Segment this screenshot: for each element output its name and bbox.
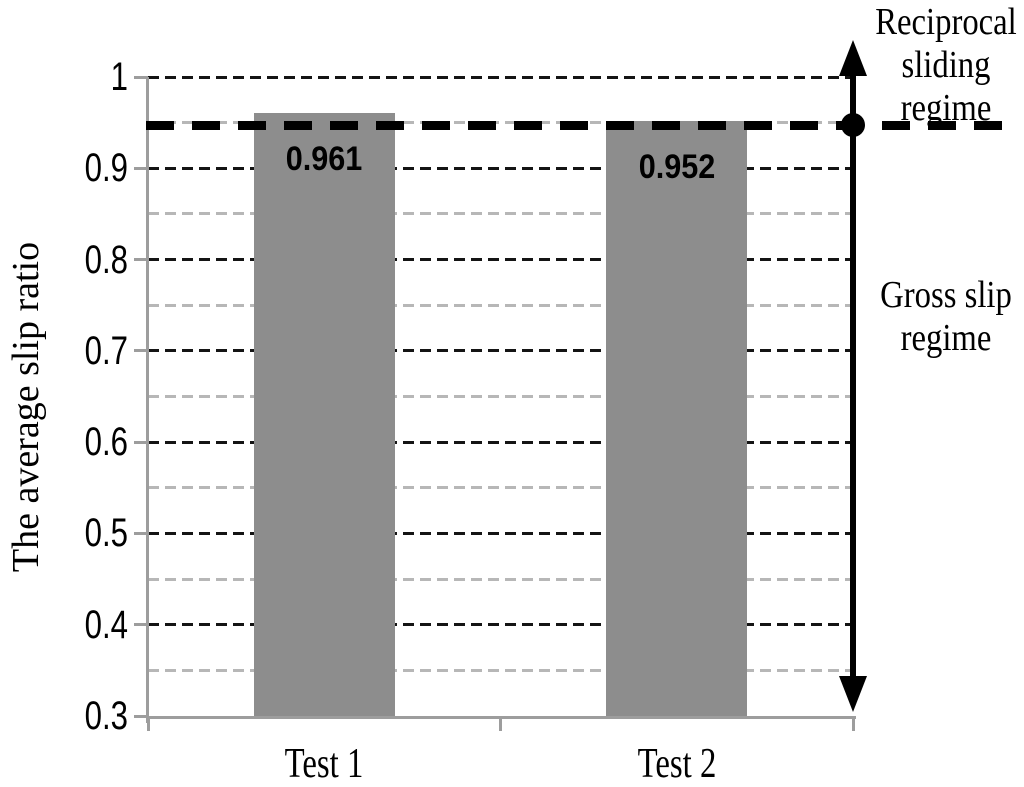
y-tick-label: 1: [110, 55, 128, 99]
threshold-dot-icon: [841, 113, 865, 137]
major-gridline: [148, 623, 851, 627]
y-tick-label: 0.9: [84, 146, 128, 191]
y-tick-label: 0.5: [84, 511, 128, 556]
regime-range-arrow: [850, 58, 856, 692]
y-tick-label: 0.7: [84, 328, 128, 373]
minor-gridline: [148, 212, 851, 216]
y-axis-tick: [134, 440, 148, 444]
y-axis-tick: [134, 531, 148, 535]
minor-gridline: [148, 577, 851, 581]
major-gridline: [148, 349, 851, 353]
x-axis-tick: [146, 716, 150, 731]
y-axis-tick: [134, 75, 148, 79]
y-axis-tick: [134, 166, 148, 170]
y-tick-label: 0.8: [84, 237, 128, 282]
minor-gridline: [148, 395, 851, 398]
bar-test-1: [253, 112, 395, 716]
y-axis-tick: [134, 349, 148, 353]
y-axis-line: [146, 77, 149, 723]
arrow-up-icon: [839, 40, 867, 76]
annotation-reciprocal-sliding-regime: Reciprocal sliding regime: [875, 1, 1017, 129]
threshold-line: [146, 120, 1008, 130]
major-gridline: [148, 258, 851, 262]
y-tick-label: 0.4: [84, 602, 128, 647]
minor-gridline: [148, 668, 851, 672]
category-label: Test 1: [284, 741, 364, 787]
major-gridline: [148, 166, 851, 170]
bar-value-label: 0.952: [638, 147, 716, 186]
category-label: Test 2: [637, 741, 717, 787]
bar-value-label: 0.961: [285, 139, 363, 178]
major-gridline: [148, 75, 851, 79]
x-axis-tick: [499, 716, 502, 731]
y-axis-tick: [134, 623, 148, 627]
arrow-down-icon: [839, 676, 867, 712]
y-axis-tick: [134, 258, 148, 262]
x-axis-tick: [851, 716, 855, 731]
y-tick-label: 0.3: [84, 694, 128, 738]
minor-gridline: [148, 486, 851, 490]
minor-gridline: [148, 303, 851, 307]
major-gridline: [148, 531, 851, 535]
major-gridline: [148, 440, 851, 444]
y-tick-label: 0.6: [84, 420, 128, 465]
annotation-gross-slip-regime: Gross slip regime: [880, 274, 1012, 359]
bar-test-2: [606, 120, 748, 716]
y-axis-tick: [134, 714, 148, 718]
